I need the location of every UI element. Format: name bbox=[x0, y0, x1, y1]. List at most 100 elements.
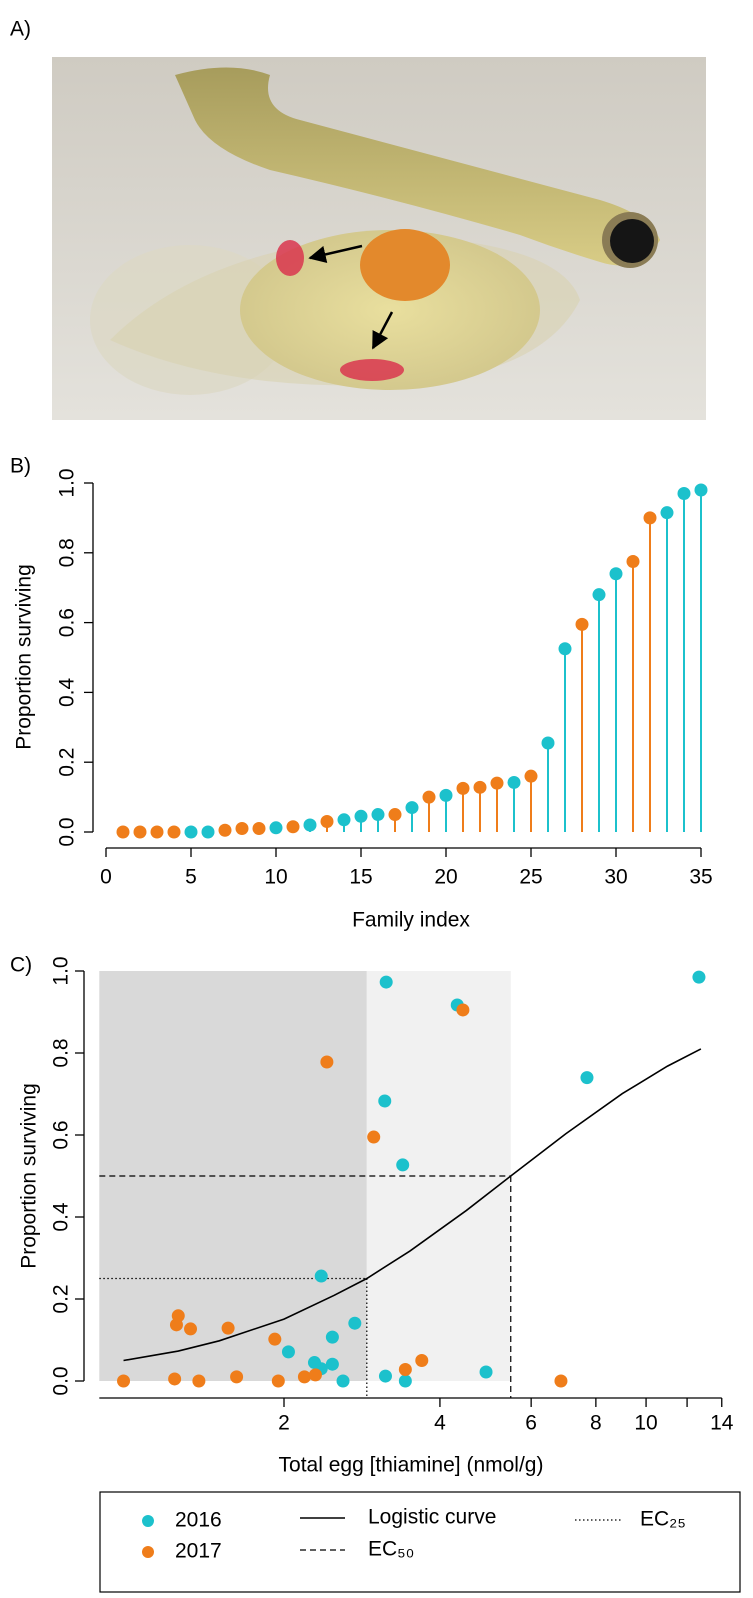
point bbox=[554, 1375, 567, 1388]
point bbox=[415, 1354, 428, 1367]
point bbox=[282, 1345, 295, 1358]
shade-ec50 bbox=[367, 971, 511, 1381]
point bbox=[134, 826, 147, 839]
x-axis-label: Total egg [thiamine] (nmol/g) bbox=[279, 1454, 544, 1477]
point bbox=[253, 822, 266, 835]
point bbox=[423, 791, 436, 804]
point bbox=[456, 1003, 469, 1016]
legend-label: EC₅₀ bbox=[368, 1538, 414, 1561]
x-tick-label: 4 bbox=[434, 1412, 446, 1435]
legend-label: 2017 bbox=[175, 1540, 222, 1563]
point bbox=[491, 777, 504, 790]
point bbox=[399, 1375, 412, 1388]
y-tick-label: 0.8 bbox=[56, 538, 79, 567]
point bbox=[378, 1094, 391, 1107]
y-tick-label: 0.0 bbox=[56, 817, 79, 846]
point bbox=[399, 1363, 412, 1376]
legend-marker bbox=[142, 1546, 154, 1558]
point bbox=[222, 1322, 235, 1335]
y-tick-label: 0.8 bbox=[50, 1038, 73, 1067]
y-tick-label: 0.2 bbox=[50, 1284, 73, 1313]
y-tick-label: 1.0 bbox=[56, 468, 79, 497]
y-axis-label: Proportion surviving bbox=[18, 1083, 41, 1269]
point bbox=[320, 1056, 333, 1069]
point bbox=[298, 1370, 311, 1383]
point bbox=[593, 588, 606, 601]
point bbox=[117, 1375, 130, 1388]
y-tick-label: 0.4 bbox=[56, 677, 79, 707]
point bbox=[355, 810, 368, 823]
point bbox=[236, 822, 249, 835]
point bbox=[338, 813, 351, 826]
x-tick-label: 10 bbox=[634, 1412, 657, 1435]
x-tick-label: 35 bbox=[689, 866, 712, 889]
point bbox=[168, 826, 181, 839]
point bbox=[287, 820, 300, 833]
x-tick-label: 14 bbox=[710, 1412, 734, 1435]
y-tick-label: 1.0 bbox=[50, 956, 73, 985]
x-tick-label: 0 bbox=[100, 866, 112, 889]
y-tick-label: 0.2 bbox=[56, 748, 79, 777]
point bbox=[678, 487, 691, 500]
panel-label: B) bbox=[10, 455, 31, 478]
photo bbox=[52, 57, 706, 420]
x-tick-label: 8 bbox=[590, 1412, 602, 1435]
x-tick-label: 20 bbox=[434, 866, 457, 889]
point bbox=[525, 770, 538, 783]
point bbox=[627, 555, 640, 568]
point bbox=[170, 1318, 183, 1331]
x-tick-label: 5 bbox=[185, 866, 197, 889]
point bbox=[326, 1331, 339, 1344]
point bbox=[272, 1375, 285, 1388]
y-tick-label: 0.0 bbox=[50, 1366, 73, 1395]
point bbox=[474, 781, 487, 794]
point bbox=[644, 511, 657, 524]
point bbox=[268, 1333, 281, 1346]
point bbox=[309, 1368, 322, 1381]
point bbox=[337, 1375, 350, 1388]
point bbox=[168, 1372, 181, 1385]
point bbox=[559, 642, 572, 655]
point bbox=[326, 1358, 339, 1371]
x-tick-label: 25 bbox=[519, 866, 542, 889]
x-tick-label: 10 bbox=[264, 866, 287, 889]
x-tick-label: 2 bbox=[278, 1412, 290, 1435]
point bbox=[192, 1375, 205, 1388]
point bbox=[692, 971, 705, 984]
point bbox=[304, 819, 317, 832]
point bbox=[440, 789, 453, 802]
point bbox=[380, 976, 393, 989]
point bbox=[480, 1365, 493, 1378]
point bbox=[219, 824, 232, 837]
point bbox=[379, 1370, 392, 1383]
legend-label: 2016 bbox=[175, 1509, 222, 1532]
legend-label: EC₂₅ bbox=[640, 1508, 686, 1531]
point bbox=[396, 1158, 409, 1171]
point bbox=[321, 815, 334, 828]
point bbox=[184, 1322, 197, 1335]
y-tick-label: 0.4 bbox=[50, 1202, 73, 1232]
point bbox=[315, 1270, 328, 1283]
y-tick-label: 0.6 bbox=[50, 1120, 73, 1149]
point bbox=[348, 1317, 361, 1330]
point bbox=[457, 782, 470, 795]
x-axis-label: Family index bbox=[352, 909, 470, 932]
x-tick-label: 6 bbox=[525, 1412, 537, 1435]
point bbox=[508, 776, 521, 789]
point bbox=[151, 826, 164, 839]
point bbox=[230, 1370, 243, 1383]
point bbox=[580, 1071, 593, 1084]
y-tick-label: 0.6 bbox=[56, 608, 79, 637]
y-axis-label: Proportion surviving bbox=[13, 564, 36, 750]
x-tick-label: 30 bbox=[604, 866, 627, 889]
point bbox=[117, 826, 130, 839]
point bbox=[389, 808, 402, 821]
x-tick-label: 15 bbox=[349, 866, 372, 889]
point bbox=[542, 737, 555, 750]
point bbox=[695, 483, 708, 496]
point bbox=[270, 821, 283, 834]
point bbox=[610, 567, 623, 580]
point bbox=[367, 1131, 380, 1144]
legend-label: Logistic curve bbox=[368, 1506, 496, 1529]
point bbox=[185, 826, 198, 839]
